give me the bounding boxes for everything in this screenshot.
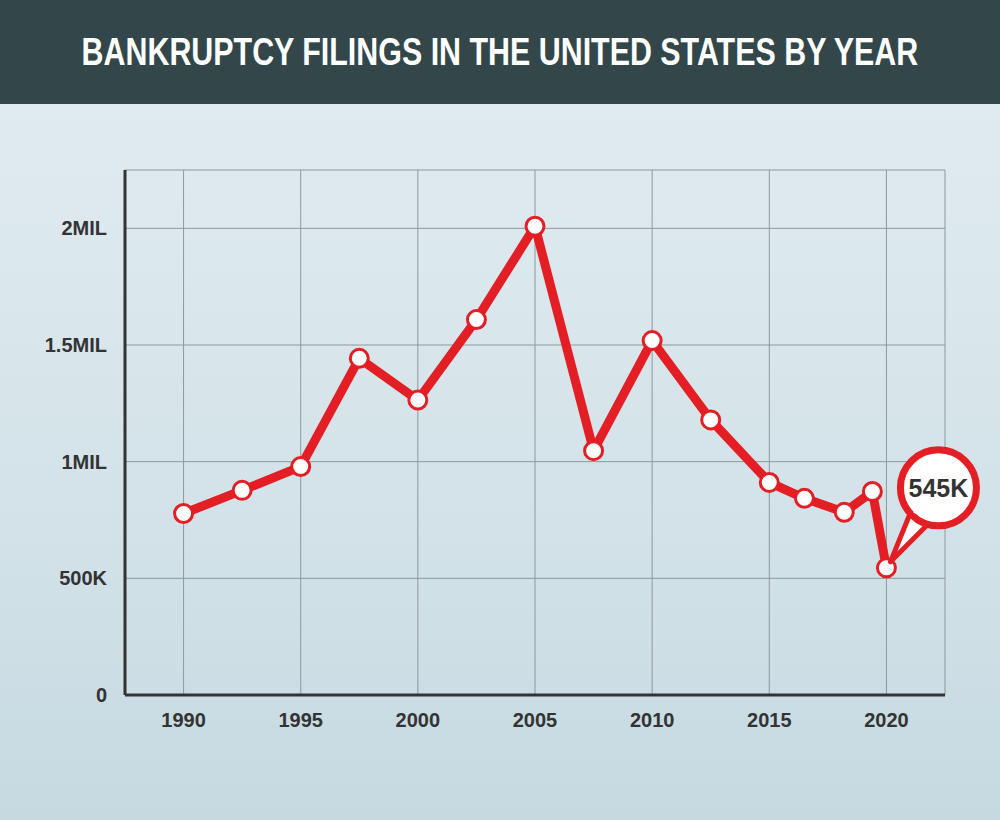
svg-text:1990: 1990 xyxy=(161,709,206,731)
svg-text:2010: 2010 xyxy=(630,709,675,731)
svg-text:2015: 2015 xyxy=(747,709,792,731)
svg-text:1MIL: 1MIL xyxy=(61,451,107,473)
svg-text:0: 0 xyxy=(96,684,107,706)
svg-text:2MIL: 2MIL xyxy=(61,217,107,239)
html-text:BANKRUPTCY FILINGS IN THE UNIT: BANKRUPTCY FILINGS IN THE UNITED STATES … xyxy=(81,30,919,73)
svg-text:500K: 500K xyxy=(59,567,107,589)
svg-text:2000: 2000 xyxy=(396,709,441,731)
svg-text:1.5MIL: 1.5MIL xyxy=(45,334,107,356)
svg-text:545K: 545K xyxy=(909,474,969,502)
svg-text:2005: 2005 xyxy=(513,709,558,731)
svg-text:1995: 1995 xyxy=(278,709,323,731)
svg-text:2020: 2020 xyxy=(864,709,909,731)
